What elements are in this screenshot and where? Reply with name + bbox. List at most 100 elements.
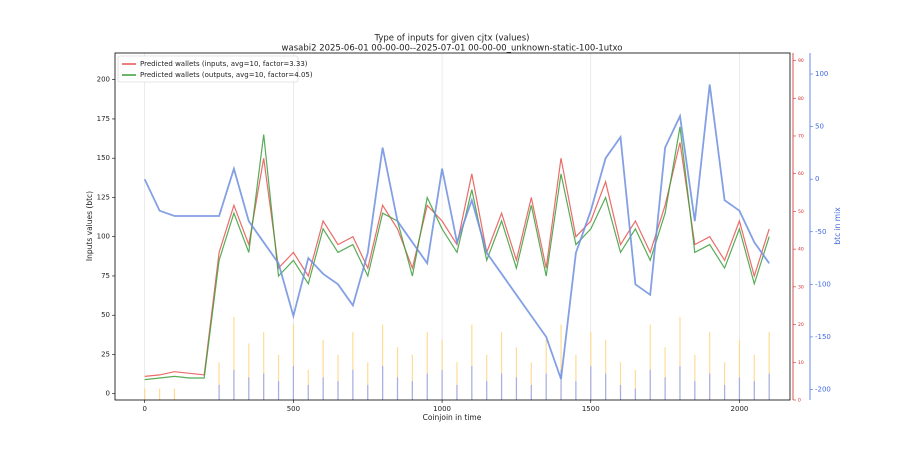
bar [545,339,547,400]
y3-axis-label: btc in mix [833,207,842,245]
y2-tick-label: 10 [798,360,804,366]
y-tick-label: 25 [101,350,110,358]
y2-tick-label: 60 [798,171,804,177]
x-tick-label: 1500 [582,405,600,413]
y2-tick-label: 0 [798,398,801,404]
legend-label: Predicted wallets (inputs, avg=10, facto… [140,60,308,68]
bar [500,373,503,400]
bar [248,343,250,400]
bar [322,377,324,400]
bar [738,377,741,400]
y3-tick-label: 100 [815,70,828,78]
bar [441,369,443,400]
bar [768,373,770,400]
y-tick-label: 200 [97,76,110,84]
bar [352,332,354,400]
bar [649,324,651,400]
bar [173,388,176,400]
x-tick-label: 2000 [731,405,749,413]
y3-tick-label: -200 [815,385,831,393]
bar [159,388,161,400]
y2-tick-label: 20 [798,322,804,328]
plot-frame [114,52,791,401]
y-tick-label: 0 [106,390,110,398]
bar [471,324,473,400]
y3-tick-label: 50 [815,123,824,131]
bar [738,339,741,400]
y3-tick-label: -150 [815,333,831,341]
x-tick-label: 1000 [433,405,451,413]
y-axis-label: Inputs values (btc) [85,191,94,261]
bar [723,384,726,400]
bar [605,339,607,400]
legend-label: Predicted wallets (outputs, avg=10, fact… [140,71,313,79]
y-tick-label: 175 [97,115,110,123]
bar [292,324,295,400]
bar [263,373,265,400]
bar [426,332,428,400]
bar [233,317,235,400]
bar [144,388,146,400]
bar [248,377,250,400]
legend-box [117,55,299,83]
y2-tick-label: 40 [798,247,804,253]
bar [411,354,413,400]
x-axis-label: Coinjoin in time [423,413,482,422]
y-tick-label: 100 [97,233,110,241]
bar [753,354,755,400]
bar [456,384,458,400]
bar [619,384,622,400]
y-tick-label: 50 [101,311,110,319]
bar [590,366,592,400]
bar [753,381,755,400]
bar [218,384,220,400]
bar [471,366,473,400]
bar [515,377,518,400]
y2-tick-label: 50 [798,209,804,215]
bar [486,354,488,400]
bar [530,362,532,400]
bar [486,381,488,400]
bar [277,381,280,400]
bar [367,362,369,400]
bar [292,366,295,400]
x-tick-label: 0 [143,405,147,413]
bar [679,366,681,400]
bar [560,324,562,400]
y2-tick-label: 30 [798,284,804,290]
line [144,142,770,377]
bar [382,324,384,400]
y-tick-label: 75 [101,272,110,280]
bar [352,369,354,400]
bar [619,362,622,400]
bar [664,377,666,400]
bar [382,366,384,400]
bar [709,373,711,400]
bar [337,381,339,400]
y2-tick-label: 90 [798,58,804,64]
bar [664,347,666,400]
y2-tick-label: 80 [798,96,804,102]
bar [426,373,428,400]
bar [560,369,562,400]
chart-subtitle: wasabi2 2025-06-01 00-00-00--2025-07-01 … [282,44,623,54]
bar [263,332,265,400]
line [143,84,770,380]
bar [337,354,339,400]
bar [545,373,547,400]
bar [634,369,636,400]
bar [396,377,399,400]
y3-tick-label: -50 [815,228,826,236]
bar [709,332,711,400]
y3-tick-label: -100 [815,280,831,288]
bar [768,332,770,400]
bar [634,388,636,400]
bar [367,384,369,400]
bar [530,384,532,400]
bar [575,381,577,400]
line [144,126,770,381]
y-tick-label: 150 [97,154,110,162]
bar [218,362,220,400]
bar [307,384,309,400]
